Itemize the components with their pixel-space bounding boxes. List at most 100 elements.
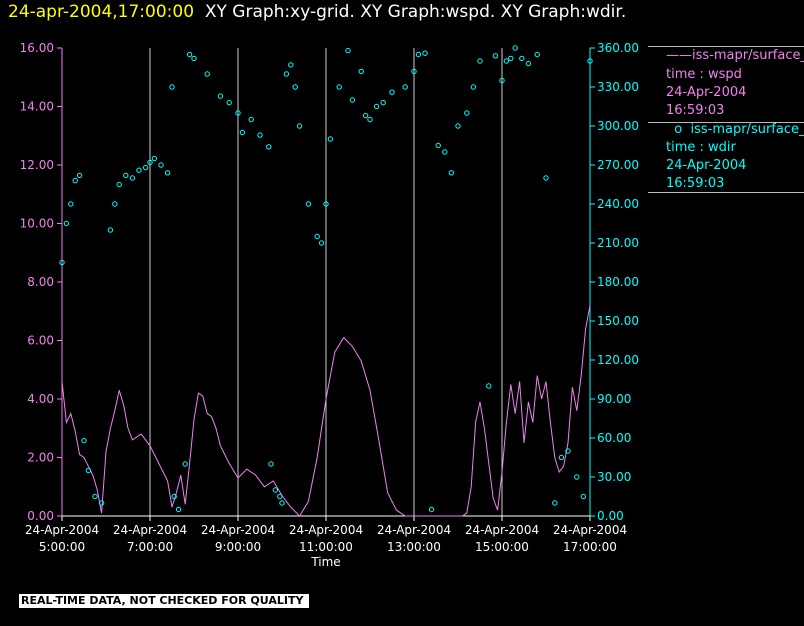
wdir-point bbox=[182, 461, 188, 467]
wdir-point bbox=[72, 177, 78, 184]
wdir-point bbox=[422, 50, 428, 56]
left-y-tick-label: 6.00 bbox=[27, 334, 54, 348]
wdir-point bbox=[129, 175, 136, 181]
wdir-point bbox=[76, 172, 83, 179]
wdir-point bbox=[345, 47, 351, 54]
axis-labels: 24-Apr-2004 5:00:00 24-Apr-2004 7:00:00 24-A… bbox=[20, 41, 639, 569]
wdir-point bbox=[85, 467, 92, 474]
wdir-point bbox=[323, 201, 329, 207]
x-axis-label: Time bbox=[310, 555, 340, 569]
wdir-point bbox=[116, 181, 122, 188]
wdir-point bbox=[519, 55, 525, 62]
wspd-series bbox=[61, 305, 591, 517]
right-y-tick-label: 60.00 bbox=[597, 431, 631, 445]
left-y-tick-label: 10.00 bbox=[20, 217, 54, 231]
wdir-point bbox=[552, 500, 558, 506]
wdir-point bbox=[151, 155, 158, 162]
wdir-point bbox=[543, 175, 549, 181]
wdir-point bbox=[534, 51, 540, 58]
left-y-tick-label: 8.00 bbox=[27, 275, 54, 289]
x-tick-date-label: 24-Apr-2004 bbox=[553, 523, 627, 537]
wdir-point bbox=[389, 89, 395, 95]
title-timestamp: 24-apr-2004,17:00:00 bbox=[8, 2, 195, 22]
wdir-point bbox=[358, 68, 364, 75]
wdir-point bbox=[283, 71, 290, 77]
right-y-tick-label: 240.00 bbox=[597, 197, 639, 211]
wdir-point bbox=[442, 149, 448, 155]
wdir-point bbox=[257, 132, 263, 138]
wdir-point bbox=[558, 454, 565, 461]
right-y-tick-label: 360.00 bbox=[597, 41, 639, 55]
wdir-point bbox=[508, 55, 514, 62]
wdir-series bbox=[59, 45, 593, 513]
axes bbox=[57, 47, 595, 521]
x-tick-time-label: 13:00:00 bbox=[387, 540, 441, 554]
x-tick-time-label: 9:00:00 bbox=[215, 540, 261, 554]
wdir-point bbox=[349, 97, 356, 103]
right-y-tick-label: 180.00 bbox=[597, 275, 639, 289]
x-tick-time-label: 17:00:00 bbox=[563, 540, 617, 554]
wdir-point bbox=[217, 93, 224, 99]
wdir-point bbox=[288, 62, 294, 68]
wdir-point bbox=[367, 116, 373, 123]
wdir-point bbox=[248, 116, 254, 123]
quality-disclaimer: REAL-TIME DATA, NOT CHECKED FOR QUALITY bbox=[19, 594, 310, 608]
wdir-point bbox=[380, 99, 386, 106]
left-y-tick-label: 0.00 bbox=[27, 509, 54, 523]
x-tick-date-label: 24-Apr-2004 bbox=[465, 523, 539, 537]
wdir-point bbox=[191, 55, 197, 62]
wdir-point bbox=[147, 159, 153, 166]
right-y-tick-label: 0.00 bbox=[597, 509, 624, 523]
wdir-point bbox=[503, 58, 510, 64]
wdir-point bbox=[525, 60, 532, 67]
wdir-point bbox=[464, 110, 470, 116]
wdir-point bbox=[486, 383, 492, 389]
chart-title: 24-apr-2004,17:00:00 XY Graph:xy-grid. X… bbox=[8, 2, 626, 22]
wdir-point bbox=[373, 103, 380, 110]
wdir-point bbox=[272, 487, 279, 493]
wdir-point bbox=[158, 162, 164, 168]
wdir-point bbox=[268, 461, 274, 467]
wdir-point bbox=[499, 77, 505, 84]
right-y-tick-label: 150.00 bbox=[597, 314, 639, 328]
right-y-tick-label: 330.00 bbox=[597, 80, 639, 94]
x-tick-date-label: 24-Apr-2004 bbox=[289, 523, 363, 537]
x-tick-time-label: 5:00:00 bbox=[39, 540, 85, 554]
wdir-point bbox=[98, 500, 105, 506]
wdir-point bbox=[204, 71, 210, 77]
wdir-point bbox=[92, 493, 98, 500]
right-y-tick-label: 210.00 bbox=[597, 236, 639, 250]
wdir-point bbox=[175, 506, 182, 513]
wdir-point bbox=[164, 170, 171, 176]
legend-wspd-name: ——iss-mapr/surface_ bbox=[666, 48, 804, 63]
legend-wdir-name: o iss-mapr/surface_ bbox=[666, 122, 804, 137]
x-tick-date-label: 24-Apr-2004 bbox=[113, 523, 187, 537]
legend-wspd-date: 24-Apr-2004 bbox=[666, 85, 747, 100]
wdir-point bbox=[428, 506, 435, 513]
wdir-point bbox=[81, 437, 87, 444]
wdir-point bbox=[123, 172, 129, 179]
wdir-point bbox=[362, 112, 369, 119]
x-tick-time-label: 11:00:00 bbox=[299, 540, 353, 554]
legend-wspd-time: 16:59:03 bbox=[666, 103, 725, 118]
legend-divider bbox=[648, 46, 804, 47]
wdir-point bbox=[279, 500, 285, 506]
right-y-tick-label: 90.00 bbox=[597, 392, 631, 406]
wdir-point bbox=[402, 84, 408, 90]
right-y-tick-label: 30.00 bbox=[597, 470, 631, 484]
wdir-point bbox=[266, 144, 272, 150]
wdir-point bbox=[292, 84, 298, 90]
wdir-point bbox=[68, 201, 74, 207]
wdir-point bbox=[112, 201, 118, 207]
wdir-point bbox=[455, 123, 461, 129]
wdir-point bbox=[142, 164, 149, 171]
wdir-point bbox=[470, 84, 477, 90]
wdir-point bbox=[171, 493, 177, 500]
wdir-point bbox=[448, 170, 455, 176]
wdir-point bbox=[477, 58, 483, 64]
title-text: XY Graph:xy-grid. XY Graph:wspd. XY Grap… bbox=[204, 2, 627, 22]
x-tick-date-label: 24-Apr-2004 bbox=[25, 523, 99, 537]
wdir-point bbox=[587, 58, 593, 64]
wdir-point bbox=[314, 233, 320, 240]
